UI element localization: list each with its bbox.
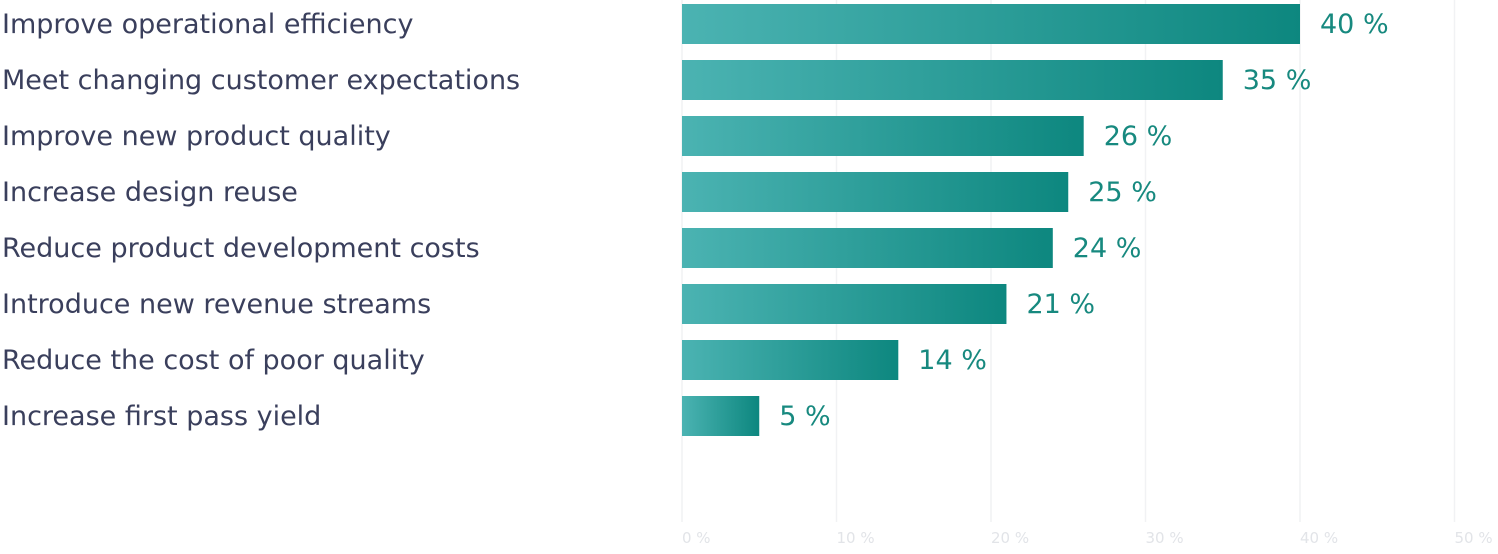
bar bbox=[682, 340, 899, 380]
bar bbox=[682, 60, 1223, 100]
category-label: Increase first pass yield bbox=[2, 401, 321, 432]
category-label: Improve operational efficiency bbox=[2, 9, 413, 40]
category-label: Introduce new revenue streams bbox=[2, 289, 431, 320]
category-label: Reduce product development costs bbox=[2, 233, 480, 264]
x-tick-label: 40 % bbox=[1300, 529, 1338, 547]
x-tick-label: 50 % bbox=[1455, 529, 1493, 547]
x-tick-label: 0 % bbox=[682, 529, 711, 547]
category-label: Increase design reuse bbox=[2, 177, 298, 208]
bars bbox=[682, 4, 1300, 436]
bar bbox=[682, 4, 1300, 44]
labels: 0 % 10 % 20 % 30 % 40 % 50 % Improve operation… bbox=[2, 9, 1493, 547]
category-label: Improve new product quality bbox=[2, 121, 391, 152]
value-label: 21 % bbox=[1026, 289, 1095, 320]
value-label: 26 % bbox=[1104, 121, 1173, 152]
category-label: Meet changing customer expectations bbox=[2, 65, 520, 96]
value-label: 24 % bbox=[1073, 233, 1142, 264]
x-tick-label: 20 % bbox=[991, 529, 1029, 547]
value-label: 14 % bbox=[918, 345, 987, 376]
x-tick-label: 10 % bbox=[837, 529, 875, 547]
bar bbox=[682, 172, 1069, 212]
value-label: 5 % bbox=[779, 401, 830, 432]
value-label: 40 % bbox=[1320, 9, 1389, 40]
bar bbox=[682, 116, 1084, 156]
x-tick-label: 30 % bbox=[1146, 529, 1184, 547]
value-label: 25 % bbox=[1088, 177, 1157, 208]
bar bbox=[682, 284, 1007, 324]
bar bbox=[682, 228, 1053, 268]
bar bbox=[682, 396, 760, 436]
category-label: Reduce the cost of poor quality bbox=[2, 345, 425, 376]
value-label: 35 % bbox=[1243, 65, 1312, 96]
